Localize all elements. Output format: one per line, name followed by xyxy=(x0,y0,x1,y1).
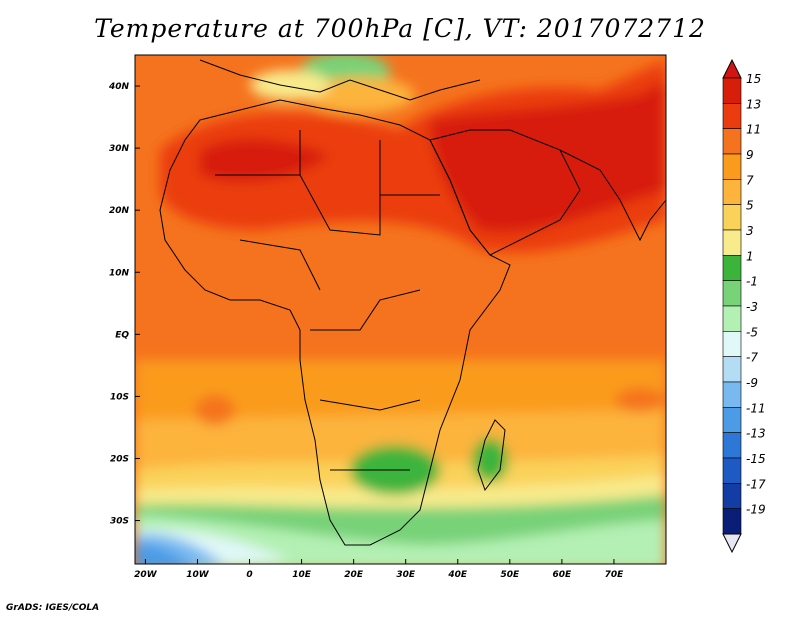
x-tick-label: 60E xyxy=(553,570,573,580)
colorbar-top-arrow xyxy=(722,58,742,79)
x-tick-label: 50E xyxy=(500,570,520,580)
x-tick-label: 70E xyxy=(605,570,625,580)
colorbar-label: 7 xyxy=(746,173,754,187)
colorbar-swatch xyxy=(722,179,742,205)
credit-text: GrADS: IGES/COLA xyxy=(6,603,100,613)
x-tick-label: 30E xyxy=(396,570,416,580)
y-tick-label: 10S xyxy=(110,392,129,402)
y-tick-label: 10N xyxy=(109,268,130,278)
temperature-field xyxy=(135,55,666,564)
coastline-outlines xyxy=(159,59,666,546)
colorbar-swatch xyxy=(722,204,742,231)
colorbar-swatch xyxy=(722,153,742,180)
y-tick-label: 30S xyxy=(110,517,129,527)
colorbar-label: 1 xyxy=(746,249,754,263)
colorbar-swatch xyxy=(722,356,742,383)
x-tick-label: 20E xyxy=(344,570,364,580)
axis-ticks: 20W 10W 0 10E 20E 30E 40E 50E 60E 70E 40N 30N 20N 10N… xyxy=(108,82,624,580)
colorbar-label: -9 xyxy=(746,376,758,390)
x-tick-label: 20W xyxy=(134,570,158,580)
colorbar-swatch xyxy=(722,331,742,357)
y-tick-label: 20S xyxy=(110,454,129,464)
x-tick-label: 10E xyxy=(292,570,312,580)
colorbar-swatch xyxy=(722,305,742,332)
colorbar-swatch xyxy=(722,508,742,535)
colorbar-swatch xyxy=(722,255,742,281)
colorbar-swatch xyxy=(722,77,742,104)
colorbar-swatch xyxy=(722,229,742,256)
y-tick-label: 30N xyxy=(109,144,130,154)
colorbar-label: 3 xyxy=(746,224,754,238)
colorbar-label: -3 xyxy=(746,300,758,314)
y-tick-label: 20N xyxy=(109,206,130,216)
colorbar-swatch xyxy=(722,381,742,408)
colorbar-label: -17 xyxy=(746,477,766,491)
colorbar-label: 9 xyxy=(746,148,754,162)
colorbar-label: -7 xyxy=(746,351,758,365)
colorbar-label: -15 xyxy=(746,452,766,466)
x-tick-label: 0 xyxy=(246,570,252,580)
colorbar-label: 15 xyxy=(746,72,761,86)
colorbar-label: -1 xyxy=(746,275,758,289)
y-tick-label: 40N xyxy=(108,82,130,92)
colorbar-label: -5 xyxy=(746,325,758,339)
colorbar: 15 13 11 9 7 5 3 1 -1 -3 -5 -7 -9 -11 -13 -15 -17 -19 xyxy=(722,58,766,554)
colorbar-swatch xyxy=(722,432,742,459)
colorbar-label: 13 xyxy=(746,97,761,111)
colorbar-label: -11 xyxy=(746,401,766,415)
colorbar-swatch xyxy=(722,483,742,509)
plot-frame xyxy=(134,54,667,565)
map-title: Temperature at 700hPa [C], VT: 201707271… xyxy=(94,14,706,43)
y-tick-label: EQ xyxy=(115,330,129,340)
colorbar-label: -13 xyxy=(746,427,766,441)
colorbar-swatch xyxy=(722,280,742,307)
colorbar-swatch xyxy=(722,128,742,155)
colorbar-swatch xyxy=(722,457,742,484)
colorbar-swatch xyxy=(722,407,742,433)
colorbar-label: 11 xyxy=(746,123,761,137)
colorbar-bottom-arrow xyxy=(722,533,742,554)
colorbar-label: 5 xyxy=(746,199,754,213)
x-tick-label: 40E xyxy=(447,570,468,580)
x-tick-label: 10W xyxy=(186,570,210,580)
colorbar-label: -19 xyxy=(746,503,766,517)
colorbar-swatch xyxy=(722,103,742,129)
